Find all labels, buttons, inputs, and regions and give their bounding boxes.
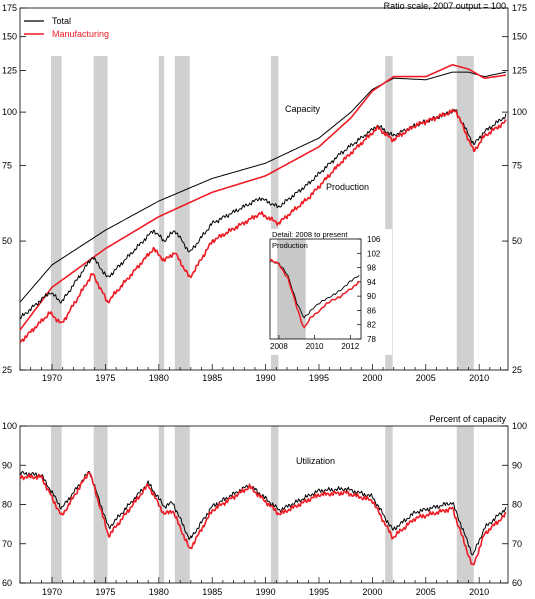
recession-bar <box>270 426 279 583</box>
x-tick-label: 2000 <box>362 373 382 383</box>
y-tick-label-right: 70 <box>512 539 522 549</box>
inset-y-tick-label: 106 <box>367 235 381 244</box>
utilization-manufacturing-line <box>19 472 507 566</box>
inset-x-tick-label: 2010 <box>306 342 324 351</box>
utilization-annotation: Utilization <box>296 456 335 466</box>
y-tick-label-right: 90 <box>512 460 522 470</box>
x-tick-label: 1995 <box>309 587 329 597</box>
x-tick-label: 1970 <box>42 373 62 383</box>
y-tick-label-left: 25 <box>2 365 12 375</box>
y-tick-label-left: 90 <box>2 460 12 470</box>
recession-bar <box>50 426 62 583</box>
x-tick-label: 1980 <box>149 587 169 597</box>
inset-frame <box>269 238 362 340</box>
recession-bar <box>174 56 190 370</box>
inset-y-tick-label: 102 <box>367 249 381 258</box>
utilization-panel: 60 60 70 70 80 80 90 90 100 100 1970 1975 1980 1985 19… <box>2 414 527 597</box>
capacity-manufacturing-line <box>19 63 506 331</box>
recession-bar <box>93 426 108 583</box>
x-tick-label: 1975 <box>95 373 115 383</box>
y-tick-label-right: 150 <box>512 32 527 42</box>
capacity-total-line <box>19 71 507 303</box>
recession-bar <box>50 56 62 370</box>
production-manufacturing-line <box>19 108 507 344</box>
inset-y-tick-label: 82 <box>367 321 376 330</box>
y-tick-label-right: 100 <box>512 421 527 431</box>
y-tick-label-right: 25 <box>512 365 522 375</box>
x-tick-label: 1980 <box>149 373 169 383</box>
y-tick-label-right: 80 <box>512 500 522 510</box>
inset-y-tick-label: 78 <box>367 335 376 344</box>
y-tick-label-left: 60 <box>2 578 12 588</box>
inset-y-tick-label: 94 <box>367 278 376 287</box>
recession-bar <box>158 426 165 583</box>
x-tick-label: 2000 <box>362 587 382 597</box>
y-tick-label-right: 175 <box>512 3 527 13</box>
legend-label-manufacturing: Manufacturing <box>52 29 109 39</box>
x-tick-label: 2010 <box>469 373 489 383</box>
y-tick-label-right: 60 <box>512 578 522 588</box>
recession-bar <box>158 56 165 370</box>
y-tick-label-left: 100 <box>2 421 17 431</box>
inset-y-tick-label: 86 <box>367 306 376 315</box>
x-tick-label: 1970 <box>42 587 62 597</box>
y-tick-label-left: 80 <box>2 500 12 510</box>
inset-y-tick-label: 98 <box>367 264 376 273</box>
y-tick-label-left: 150 <box>2 32 17 42</box>
y-tick-label-left: 125 <box>2 66 17 76</box>
y-tick-label-right: 50 <box>512 236 522 246</box>
inset-total-line <box>269 260 360 319</box>
recession-bar <box>174 426 190 583</box>
utilization-total-line <box>19 470 507 556</box>
inset-x-tick-label: 2012 <box>341 342 359 351</box>
plot-frame <box>19 7 509 371</box>
capacity-production-panel: 25 25 50 50 75 75 100 100 125 125 150 150 175 175 1970… <box>2 1 527 383</box>
inset-x-tick-label: 2008 <box>270 342 288 351</box>
y-tick-label-right: 100 <box>512 107 527 117</box>
x-tick-label: 1990 <box>256 587 276 597</box>
detail-inset-panel: 78 82 86 90 94 98 102 106 2008 2010 2012 Detail: 20… <box>267 229 392 355</box>
y-tick-label-right: 75 <box>512 161 522 171</box>
x-tick-label: 1995 <box>309 373 329 383</box>
recession-bar <box>456 56 474 370</box>
y-tick-label-left: 75 <box>2 161 12 171</box>
x-tick-label: 2010 <box>469 587 489 597</box>
legend-label-total: Total <box>52 16 71 26</box>
recession-bar <box>456 426 474 583</box>
x-tick-label: 2005 <box>416 373 436 383</box>
inset-title: Detail: 2008 to present <box>272 230 348 239</box>
y-tick-label-left: 70 <box>2 539 12 549</box>
ratio-scale-note: Ratio scale, 2007 output = 100 <box>384 1 506 11</box>
x-tick-label: 2005 <box>416 587 436 597</box>
y-tick-label-right: 125 <box>512 66 527 76</box>
inset-manufacturing-line <box>269 258 360 329</box>
production-annotation: Production <box>326 182 369 192</box>
y-tick-label-left: 100 <box>2 107 17 117</box>
y-tick-label-left: 50 <box>2 236 12 246</box>
capacity-annotation: Capacity <box>285 104 321 114</box>
percent-of-capacity-note: Percent of capacity <box>429 414 506 424</box>
x-tick-label: 1985 <box>202 587 222 597</box>
x-tick-label: 1990 <box>256 373 276 383</box>
y-tick-label-left: 175 <box>2 3 17 13</box>
inset-y-tick-label: 90 <box>367 292 376 301</box>
x-tick-label: 1975 <box>95 587 115 597</box>
recession-bar <box>385 426 393 583</box>
recession-bar <box>93 56 108 370</box>
recession-bar <box>385 56 393 370</box>
recession-bar <box>270 56 279 370</box>
x-tick-label: 1985 <box>202 373 222 383</box>
inset-production-label: Production <box>272 241 308 250</box>
